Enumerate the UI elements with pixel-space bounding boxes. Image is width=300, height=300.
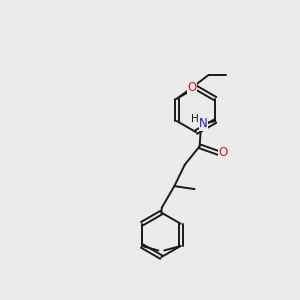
Text: O: O xyxy=(188,81,197,94)
Text: N: N xyxy=(199,118,208,130)
Text: O: O xyxy=(219,146,228,159)
Text: H: H xyxy=(191,114,198,124)
